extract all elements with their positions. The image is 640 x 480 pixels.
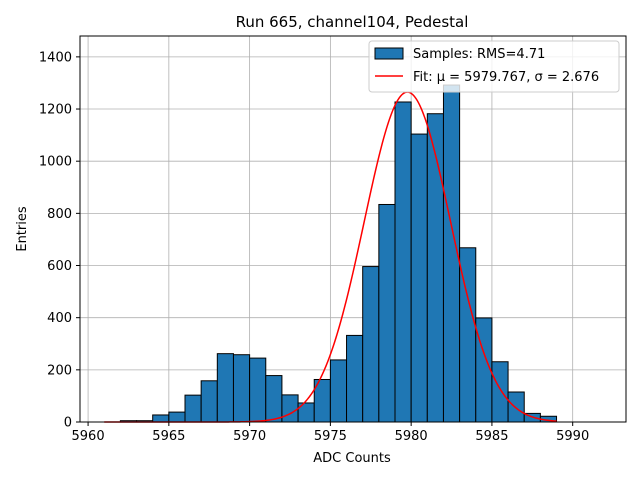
histogram-bar: [216, 353, 234, 423]
legend: Samples: RMS=4.71 Fit: μ = 5979.767, σ =…: [368, 40, 620, 93]
y-tick-label: 400: [47, 311, 72, 326]
y-tick-label: 1000: [39, 155, 72, 170]
x-tick-label: 5970: [233, 429, 266, 444]
x-tick-label: 5980: [395, 429, 428, 444]
histogram-bar: [281, 394, 299, 423]
y-tick-label: 200: [47, 363, 72, 378]
x-tick-label: 5960: [72, 429, 105, 444]
histogram-bar: [426, 113, 444, 423]
x-tick-label: 5965: [152, 429, 185, 444]
histogram-bar: [394, 101, 412, 423]
legend-fit-label: Fit: μ = 5979.767, σ = 2.676: [413, 70, 599, 85]
histogram-bar: [507, 391, 525, 423]
chart-title: Run 665, channel104, Pedestal: [236, 13, 469, 31]
x-axis-title: ADC Counts: [313, 451, 391, 466]
histogram-bar: [232, 354, 251, 423]
histogram-bars: [119, 84, 558, 423]
histogram-bar: [491, 361, 509, 423]
histogram-bar: [346, 334, 364, 423]
histogram-bar: [168, 411, 186, 423]
x-tick-label: 5990: [556, 429, 589, 444]
y-axis-title: Entries: [15, 206, 30, 252]
histogram-bar: [249, 357, 267, 423]
y-tick-label: 600: [47, 259, 72, 274]
legend-histogram-swatch: [374, 47, 404, 60]
histogram-bar: [152, 414, 170, 423]
histogram-bar: [200, 380, 218, 423]
y-tick-label: 0: [64, 416, 72, 431]
histogram-bar: [378, 203, 396, 423]
histogram-bar: [362, 266, 380, 423]
plot-frame: [79, 35, 627, 423]
x-axis: 5960 5965 5970 5975 5980 5985 5990: [72, 422, 589, 444]
histogram-bar: [410, 133, 428, 423]
histogram-bar: [265, 375, 283, 423]
legend-histogram-label: Samples: RMS=4.71: [413, 47, 545, 62]
y-axis: 0 200 400 600 800 1000 1200 1400: [39, 50, 80, 431]
legend-box: [368, 40, 620, 93]
y-tick-label: 1400: [39, 50, 72, 65]
y-tick-label: 1200: [39, 103, 72, 118]
y-tick-label: 800: [47, 207, 72, 222]
histogram-bar: [329, 359, 348, 423]
x-tick-label: 5975: [314, 429, 347, 444]
x-tick-label: 5985: [475, 429, 508, 444]
histogram-bar: [184, 394, 202, 423]
